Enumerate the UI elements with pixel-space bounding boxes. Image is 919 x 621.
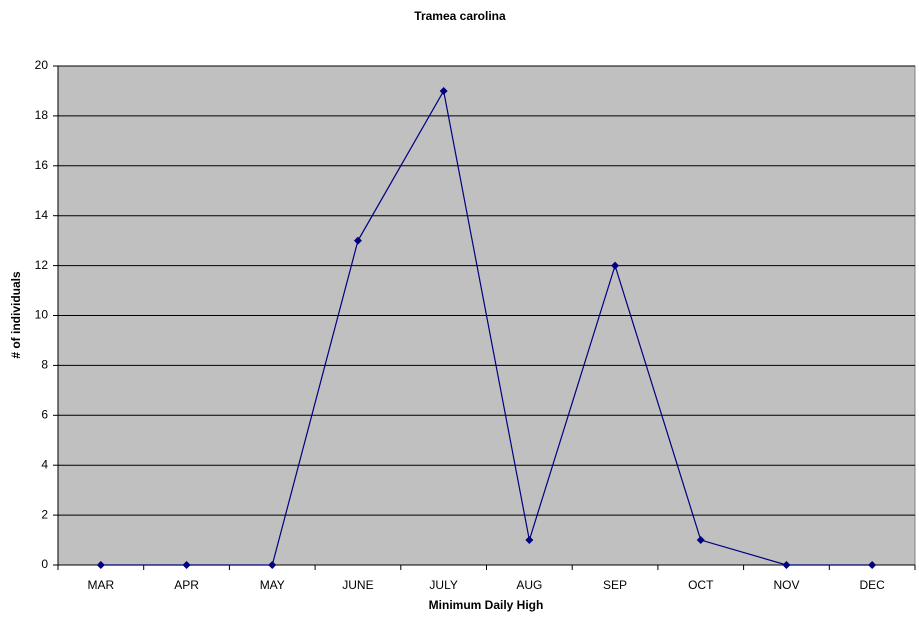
x-tick-label: APR	[174, 578, 199, 592]
series-line	[100, 89, 873, 566]
y-tick-label: 20	[35, 58, 49, 72]
y-tick-label: 0	[41, 557, 48, 571]
x-tick-label: JUNE	[342, 578, 373, 592]
point-marker	[96, 561, 105, 569]
chart-title: Tramea carolina	[414, 9, 506, 23]
y-tick-label: 16	[35, 158, 49, 172]
point-marker	[182, 561, 191, 569]
y-tick-label: 8	[41, 358, 48, 372]
x-tick-label: DEC	[859, 578, 885, 592]
y-axis-label: # of individuals	[9, 271, 23, 359]
y-tick-label: 12	[35, 258, 49, 272]
point-marker	[353, 236, 362, 245]
y-tick-label: 18	[35, 108, 49, 122]
x-tick-label: SEP	[603, 578, 627, 592]
point-marker	[439, 86, 448, 95]
y-tick-label: 10	[35, 308, 49, 322]
point-marker	[525, 536, 534, 545]
x-tick-label: NOV	[773, 578, 799, 592]
y-tick-label: 2	[41, 507, 48, 521]
point-marker	[696, 536, 705, 545]
y-tick-label: 6	[41, 407, 48, 421]
point-marker	[611, 261, 620, 270]
y-tick-label: 14	[35, 208, 49, 222]
x-tick-label: JULY	[429, 578, 457, 592]
y-tick-label: 4	[41, 457, 48, 471]
x-tick-label: AUG	[516, 578, 542, 592]
point-marker	[268, 561, 277, 569]
x-tick-label: MAY	[260, 578, 285, 592]
x-tick-label: MAR	[88, 578, 115, 592]
x-tick-label: OCT	[688, 578, 714, 592]
point-marker	[782, 561, 791, 569]
point-marker	[868, 561, 877, 569]
x-axis-label: Minimum Daily High	[429, 598, 544, 612]
